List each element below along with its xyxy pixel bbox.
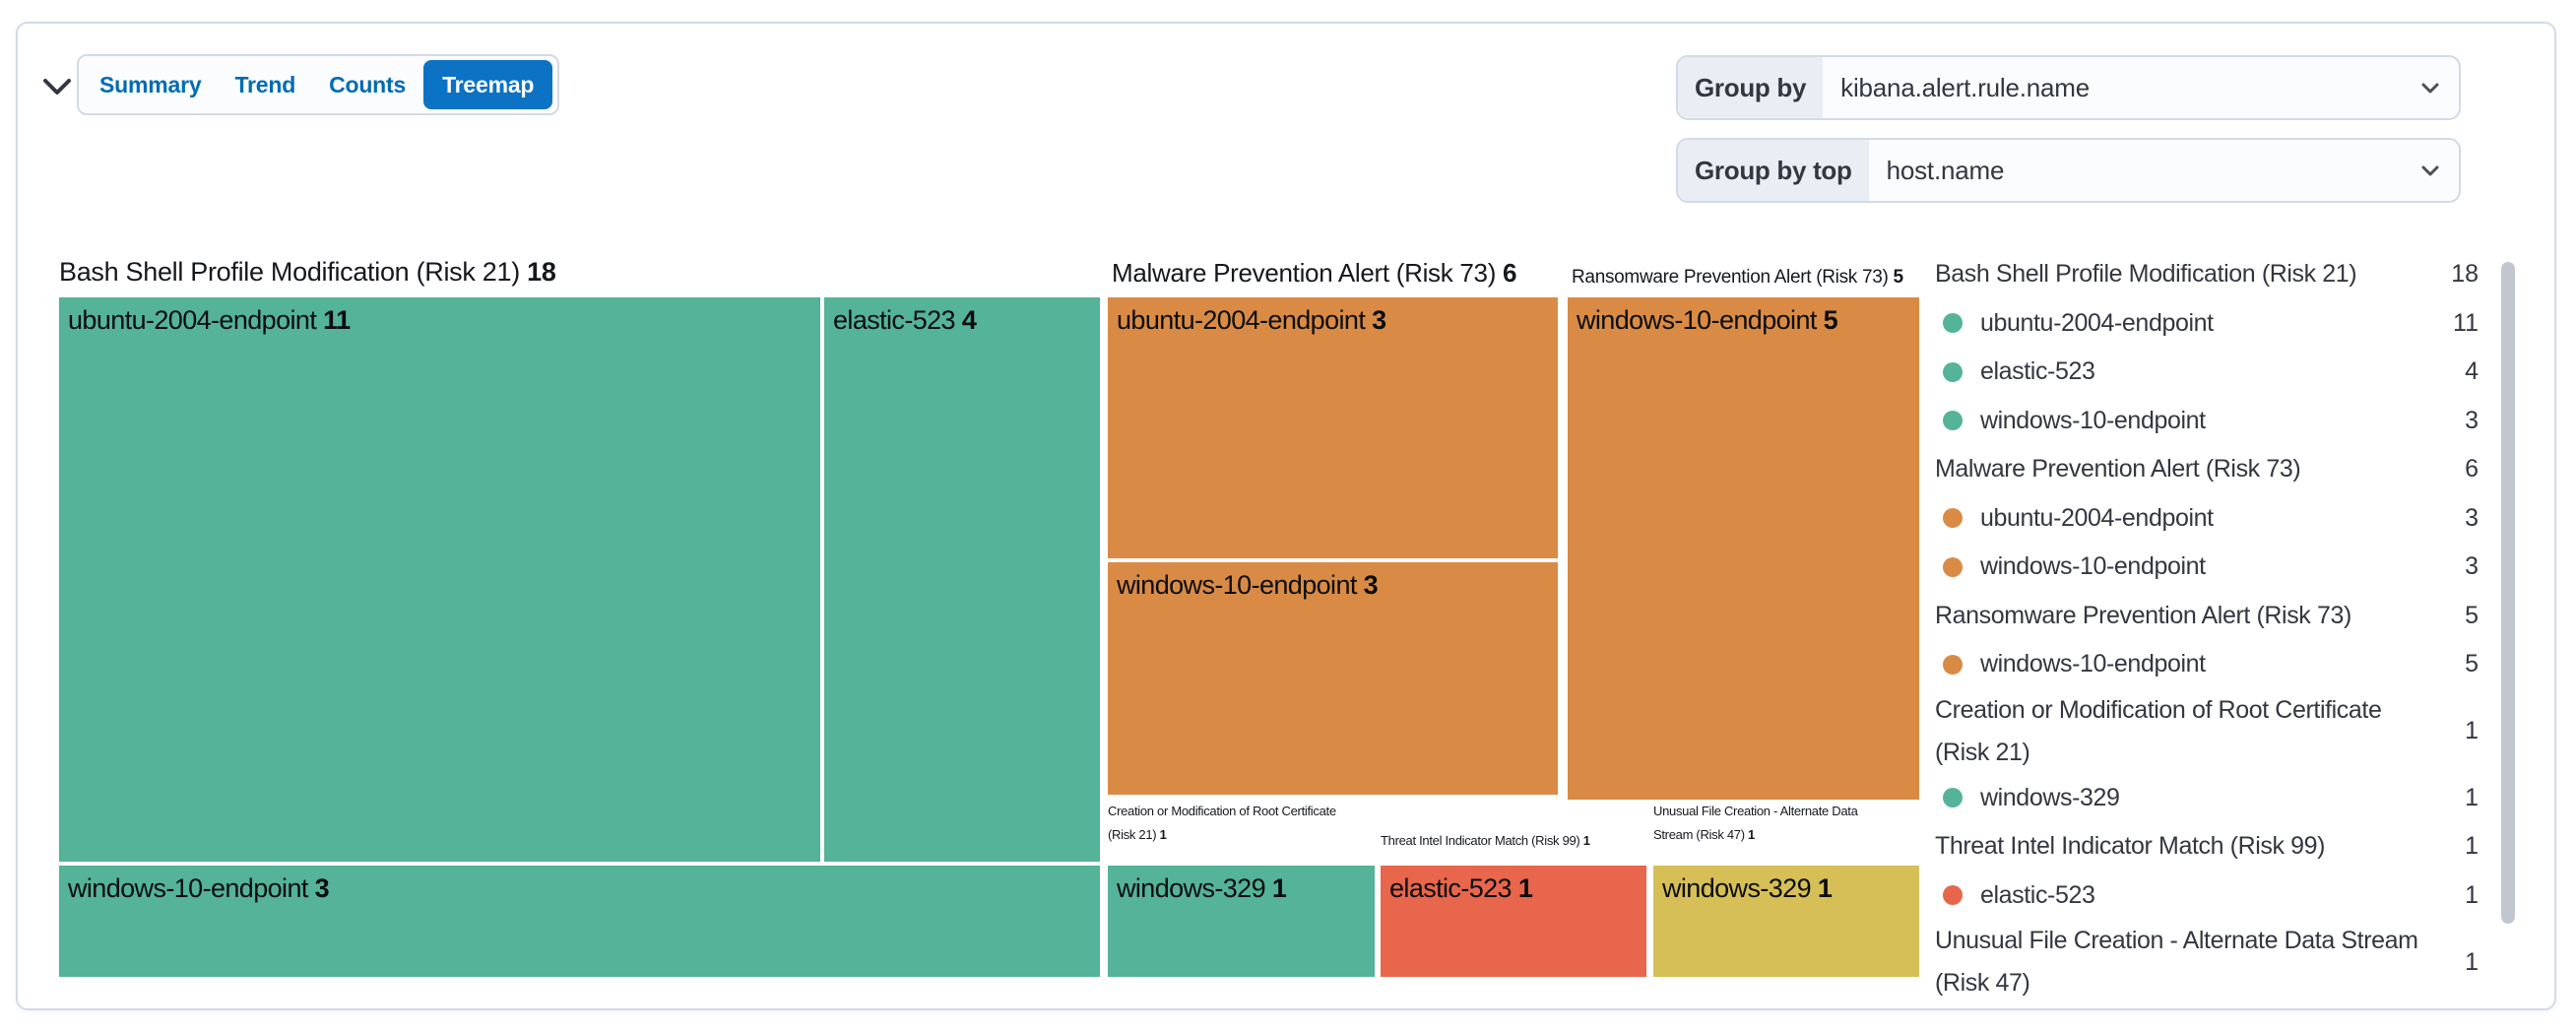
legend-label: Creation or Modification of Root Certifi… (1935, 695, 2382, 766)
treemap-group-title: Creation or Modification of Root Certifi… (1108, 804, 1336, 842)
treemap-cell-ubuntu-2004-endpoint[interactable]: ubuntu-2004-endpoint 11 (59, 297, 820, 862)
group-by-label: Group by (1678, 57, 1824, 118)
legend-label: Ransomware Prevention Alert (Risk 73) (1935, 601, 2351, 629)
legend-host-row[interactable]: ubuntu-2004-endpoint 3 (1935, 494, 2479, 544)
legend-host-row[interactable]: elastic-523 1 (1935, 871, 2479, 921)
legend-color-dot (1943, 361, 1963, 382)
legend-host-row[interactable]: windows-10-endpoint 5 (1935, 640, 2479, 689)
legend-value: 1 (2465, 880, 2479, 909)
legend-host-row[interactable]: ubuntu-2004-endpoint 11 (1935, 299, 2479, 349)
treemap-cell-ubuntu-2004-endpoint[interactable]: ubuntu-2004-endpoint 3 (1108, 297, 1558, 558)
collapse-panel-button[interactable] (35, 65, 79, 108)
legend-value: 3 (2465, 503, 2479, 532)
treemap-cell-windows-10-endpoint[interactable]: windows-10-endpoint 3 (1108, 562, 1558, 795)
legend-label: ubuntu-2004-endpoint (1980, 503, 2214, 532)
legend-label: Threat Intel Indicator Match (Risk 99) (1935, 832, 2326, 861)
treemap-group-title: Ransomware Prevention Alert (Risk 73) 5 (1572, 267, 1903, 288)
legend-host-row[interactable]: windows-10-endpoint 3 (1935, 543, 2479, 592)
tab-trend[interactable]: Trend (219, 56, 311, 113)
legend-group-row: Bash Shell Profile Modification (Risk 21… (1935, 250, 2479, 299)
legend-value: 1 (2465, 717, 2479, 744)
legend-group-row: Creation or Modification of Root Certifi… (1935, 689, 2479, 774)
chevron-down-icon (2417, 57, 2459, 118)
legend-host-row[interactable]: elastic-523 4 (1935, 348, 2479, 397)
legend-label: windows-10-endpoint (1980, 650, 2206, 678)
treemap-cell-windows-10-endpoint[interactable]: windows-10-endpoint 5 (1568, 297, 1919, 800)
legend-value: 11 (2453, 308, 2479, 337)
legend-scrollbar[interactable] (2501, 262, 2515, 924)
treemap-cell-elastic-523[interactable]: elastic-523 1 (1381, 866, 1646, 977)
legend-color-dot (1943, 556, 1963, 577)
legend-value: 5 (2465, 650, 2479, 678)
legend-label: windows-329 (1980, 783, 2120, 811)
legend-value: 5 (2465, 601, 2479, 629)
legend-label: Malware Prevention Alert (Risk 73) (1935, 455, 2301, 484)
treemap-cell-windows-329[interactable]: windows-329 1 (1653, 866, 1919, 977)
legend-group-row: Ransomware Prevention Alert (Risk 73) 5 (1935, 592, 2479, 641)
legend-value: 4 (2465, 357, 2479, 386)
tab-counts[interactable]: Counts (313, 56, 421, 113)
legend-color-dot (1943, 411, 1963, 431)
legend-value: 3 (2465, 406, 2479, 434)
treemap-group-title: Unusual File Creation - Alternate Data S… (1653, 804, 1858, 842)
alerts-panel: Summary Trend Counts Treemap Group by ki… (16, 22, 2556, 1010)
legend-value: 1 (2465, 947, 2479, 976)
treemap-group-title: Threat Intel Indicator Match (Risk 99) 1 (1381, 833, 1590, 848)
treemap-cell-windows-10-endpoint[interactable]: windows-10-endpoint 3 (59, 866, 1100, 977)
legend-label: ubuntu-2004-endpoint (1980, 308, 2214, 337)
legend-value: 18 (2451, 260, 2479, 289)
tab-summary[interactable]: Summary (84, 56, 217, 113)
legend-value: 3 (2465, 552, 2479, 581)
chevron-down-icon (2417, 140, 2459, 201)
legend-host-row[interactable]: windows-10-endpoint 3 (1935, 397, 2479, 446)
view-tab-group: Summary Trend Counts Treemap (77, 54, 560, 115)
treemap-cell-windows-329[interactable]: windows-329 1 (1108, 866, 1375, 977)
legend-color-dot (1943, 508, 1963, 529)
legend-label: Bash Shell Profile Modification (Risk 21… (1935, 260, 2357, 289)
legend-color-dot (1943, 788, 1963, 808)
legend-label: windows-10-endpoint (1980, 406, 2206, 434)
legend-group-row: Unusual File Creation - Alternate Data S… (1935, 920, 2479, 1004)
legend-color-dot (1943, 654, 1963, 675)
treemap-cell-elastic-523[interactable]: elastic-523 4 (824, 297, 1100, 862)
legend-group-row: Threat Intel Indicator Match (Risk 99) 1 (1935, 822, 2479, 871)
legend-value: 6 (2465, 455, 2479, 484)
group-by-top-select[interactable]: Group by top host.name (1676, 138, 2461, 203)
legend-value: 1 (2465, 783, 2479, 811)
legend-label: elastic-523 (1980, 357, 2095, 386)
legend-color-dot (1943, 313, 1963, 334)
chevron-down-icon (39, 75, 75, 98)
legend-label: elastic-523 (1980, 880, 2095, 909)
tab-treemap[interactable]: Treemap (423, 60, 553, 109)
legend-value: 1 (2465, 832, 2479, 861)
group-by-select[interactable]: Group by kibana.alert.rule.name (1676, 55, 2461, 120)
group-by-top-value: host.name (1886, 155, 2005, 185)
treemap-group-title: Malware Prevention Alert (Risk 73) 6 (1112, 258, 1517, 288)
legend-color-dot (1943, 885, 1963, 906)
legend-label: Unusual File Creation - Alternate Data S… (1935, 927, 2418, 997)
legend-group-row: Malware Prevention Alert (Risk 73) 6 (1935, 445, 2479, 494)
treemap-group-title: Bash Shell Profile Modification (Risk 21… (59, 257, 556, 287)
legend-label: windows-10-endpoint (1980, 552, 2206, 581)
treemap-legend: Bash Shell Profile Modification (Risk 21… (1935, 250, 2479, 1004)
legend-host-row[interactable]: windows-329 1 (1935, 774, 2479, 823)
group-by-top-label: Group by top (1678, 140, 1869, 201)
group-by-value: kibana.alert.rule.name (1840, 72, 2091, 102)
